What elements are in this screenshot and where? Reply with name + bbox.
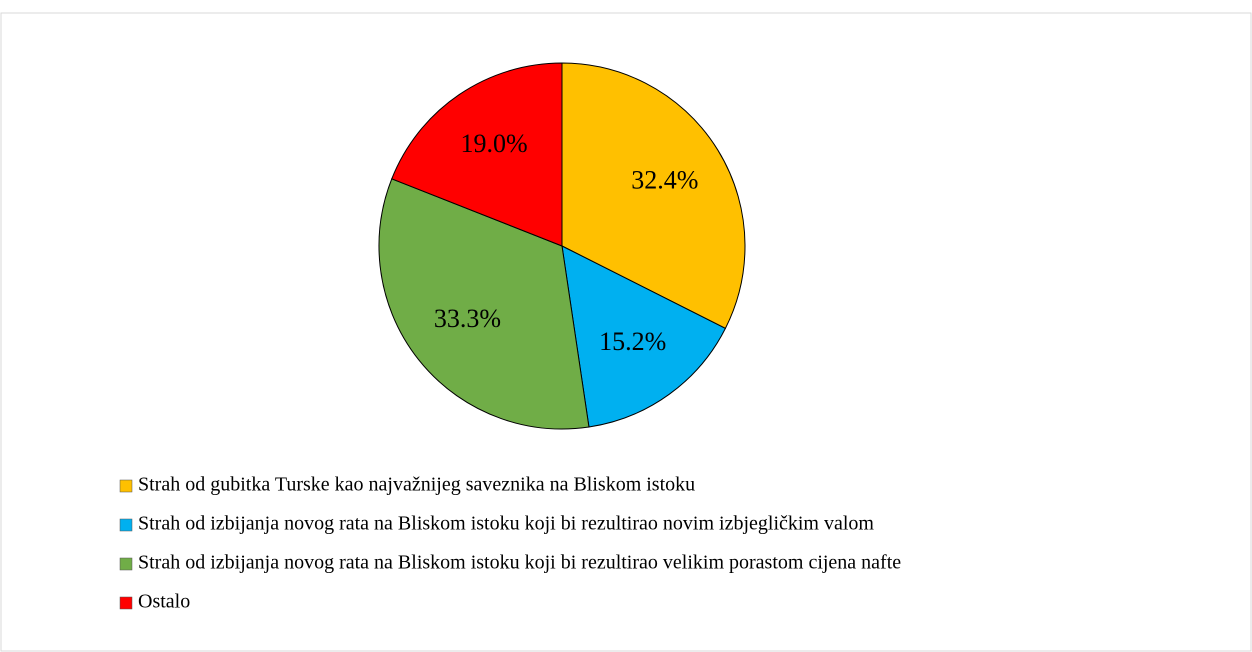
legend-swatch [119, 557, 133, 571]
pie-slice [378, 178, 590, 430]
pie-slice [561, 62, 746, 330]
legend-label: Strah od gubitka Turske kao najvažnijeg … [138, 474, 695, 496]
legend-label: Strah od izbijanja novog rata na Bliskom… [138, 513, 874, 535]
legend-swatch [119, 479, 133, 493]
data-label: 19.0% [460, 129, 527, 158]
legend-label: Strah od izbijanja novog rata na Bliskom… [138, 552, 901, 574]
pie-slice [391, 62, 563, 247]
legend-label: Ostalo [138, 591, 190, 613]
data-label: 15.2% [599, 327, 666, 356]
pie-slice [561, 245, 727, 428]
data-label: 33.3% [434, 304, 501, 333]
legend-swatch [119, 596, 133, 610]
legend-swatch [119, 518, 133, 532]
data-label: 32.4% [631, 166, 698, 195]
